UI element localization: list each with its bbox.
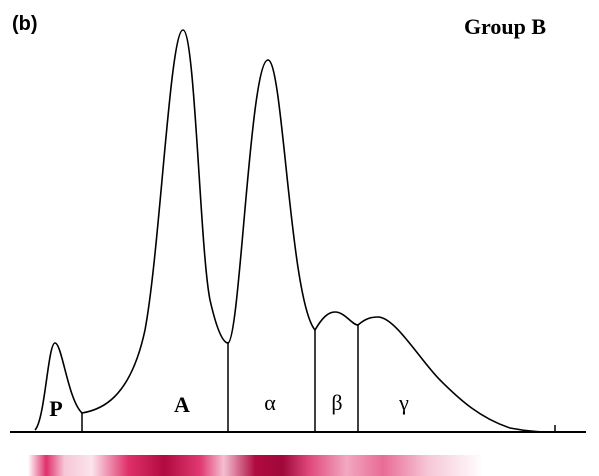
group-label: Group B [464, 14, 546, 39]
panel-label: (b) [12, 13, 38, 35]
fraction-label: P [49, 396, 62, 421]
fraction-label: α [264, 390, 276, 415]
densitogram-curve [35, 30, 555, 432]
fraction-label: γ [398, 390, 409, 415]
gel-strip [28, 455, 483, 476]
figure: (b) Group B P A α β γ [0, 0, 599, 476]
fraction-label: A [174, 392, 190, 417]
fraction-label: β [331, 390, 342, 415]
